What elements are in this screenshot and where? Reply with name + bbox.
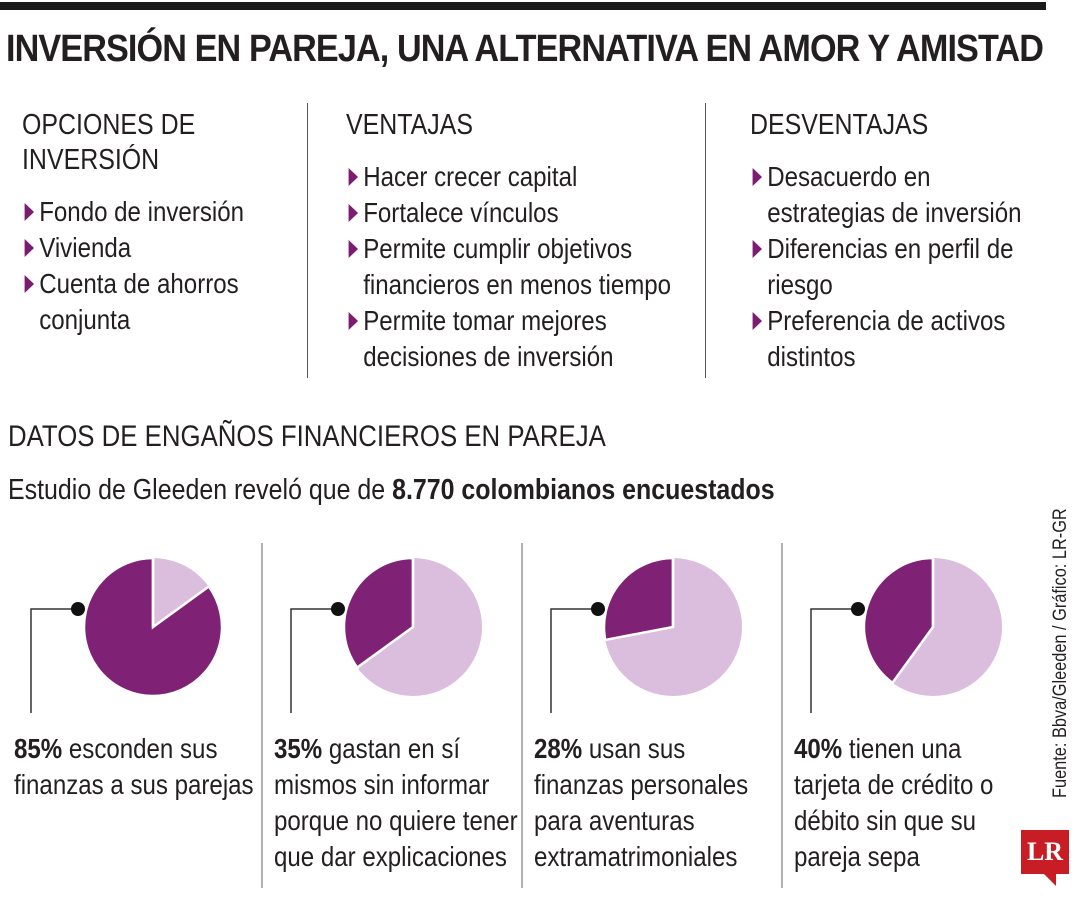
pie-slice-value xyxy=(342,556,415,670)
pie-caption-line: débito sin que su xyxy=(794,805,977,836)
callout-line xyxy=(30,608,78,713)
column-heading: DESVENTAJAS xyxy=(750,108,1022,143)
pie-caption: 35% gastan en sí mismos sin informar porqu… xyxy=(274,731,518,875)
pie-chart xyxy=(810,556,1002,713)
column-divider xyxy=(705,103,706,378)
pie-chart xyxy=(550,556,742,713)
list-item: Desacuerdo en estrategias de inversión xyxy=(750,159,1022,231)
list-item-line: riesgo xyxy=(767,269,833,300)
pie-caption-text: esconden sus xyxy=(62,733,218,764)
list-item-line: Diferencias en perfil de xyxy=(767,233,1014,264)
disadvantages-column: DESVENTAJAS Desacuerdo en estrategias de i… xyxy=(750,108,1066,375)
pie-caption-line: porque no quiere tener xyxy=(274,805,518,836)
pie-caption-line: finanzas a sus parejas xyxy=(14,769,254,800)
bullet-arrow-icon xyxy=(752,240,763,258)
column-heading: OPCIONES DE INVERSIÓN xyxy=(22,108,244,178)
investment-options-column: OPCIONES DE INVERSIÓN Fondo de inversión Vi… xyxy=(22,108,280,338)
pie-caption-line: tarjeta de crédito o xyxy=(794,769,994,800)
column-heading-line: DESVENTAJAS xyxy=(750,109,929,141)
list-item: Fondo de inversión xyxy=(22,194,244,230)
bullet-arrow-icon xyxy=(752,168,763,186)
pie-caption-line: 40% tienen una xyxy=(794,731,993,767)
pie-chart xyxy=(30,556,224,713)
pie-caption-line: finanzas personales xyxy=(534,769,749,800)
list-item: Preferencia de activos distintos xyxy=(750,303,1022,375)
list-item: Fortalece vínculos xyxy=(346,195,671,231)
pie-caption-line: 85% esconden sus xyxy=(14,731,254,767)
lr-logo: LR xyxy=(1021,830,1069,874)
list-item: Permite cumplir objetivos financieros en … xyxy=(346,231,671,303)
callout-dot xyxy=(851,602,865,616)
list-item-line: Fortalece vínculos xyxy=(363,197,559,228)
list-item-line: decisiones de inversión xyxy=(363,341,614,372)
column-heading-line: OPCIONES DE xyxy=(22,109,196,141)
pie-value-label: 35% xyxy=(274,733,323,764)
callout-dot xyxy=(71,602,85,616)
list-item-line: Hacer crecer capital xyxy=(363,161,578,192)
source-credit: Fuente: Bbva/Gleeden / Gráfico: LR-GR xyxy=(1050,508,1071,798)
list-item: Vivienda xyxy=(22,230,244,266)
bullet-arrow-icon xyxy=(348,240,359,258)
list-item-line: Vivienda xyxy=(39,232,132,263)
pie-caption-line: extramatrimoniales xyxy=(534,841,738,872)
section-subtitle: DATOS DE ENGAÑOS FINANCIEROS EN PAREJA xyxy=(8,420,606,453)
list-item-line: Desacuerdo en xyxy=(767,161,931,192)
advantages-column: VENTAJAS Hacer crecer capital Fortalece ví… xyxy=(346,108,724,375)
bullet-arrow-icon xyxy=(348,204,359,222)
column-divider xyxy=(307,103,308,378)
callout-dot xyxy=(591,602,605,616)
list-item-line: Permite cumplir objetivos xyxy=(363,233,633,264)
list-item-line: Preferencia de activos xyxy=(767,305,1006,336)
pie-caption-line: 28% usan sus xyxy=(534,731,748,767)
pie-caption: 28% usan sus finanzas personales para aven… xyxy=(534,731,748,875)
pie-caption-text: usan sus xyxy=(582,733,686,764)
list-item: Diferencias en perfil de riesgo xyxy=(750,231,1022,303)
list-item: Hacer crecer capital xyxy=(346,159,671,195)
bullet-arrow-icon xyxy=(24,239,35,257)
list-item: Cuenta de ahorros conjunta xyxy=(22,266,244,338)
logo-tail-shape xyxy=(1044,874,1056,886)
pie-caption: 85% esconden sus finanzas a sus parejas xyxy=(14,731,254,803)
list-item-line: Permite tomar mejores xyxy=(363,305,607,336)
bullet-arrow-icon xyxy=(24,203,35,221)
list-item-line: conjunta xyxy=(39,304,131,335)
pie-caption-line: pareja sepa xyxy=(794,841,920,872)
callout-dot xyxy=(331,602,345,616)
column-heading: VENTAJAS xyxy=(346,108,671,143)
pie-slice-value xyxy=(602,556,675,642)
callout-line xyxy=(810,608,858,713)
column-heading-line: INVERSIÓN xyxy=(22,144,160,176)
page-title: INVERSIÓN EN PAREJA, UNA ALTERNATIVA EN … xyxy=(6,28,1044,70)
bullet-arrow-icon xyxy=(348,312,359,330)
column-heading-line: VENTAJAS xyxy=(346,109,474,141)
pie-slice-value xyxy=(862,556,935,685)
intro-text: Estudio de Gleeden reveló que de xyxy=(8,474,393,506)
intro-bold: 8.770 colombianos encuestados xyxy=(392,474,775,506)
pie-caption-line: que dar explicaciones xyxy=(274,841,507,872)
pie-caption-text: gastan en sí xyxy=(322,733,461,764)
list-item-line: financieros en menos tiempo xyxy=(363,269,672,300)
pie-value-label: 28% xyxy=(534,733,583,764)
callout-line xyxy=(550,608,598,713)
list-item-line: Cuenta de ahorros xyxy=(39,268,239,299)
list-item-line: estrategias de inversión xyxy=(767,197,1022,228)
survey-intro: Estudio de Gleeden reveló que de 8.770 c… xyxy=(8,474,775,507)
pie-chart xyxy=(290,556,482,713)
pie-caption-text: tienen una xyxy=(842,733,962,764)
pie-caption-line: para aventuras xyxy=(534,805,695,836)
list-item-line: Fondo de inversión xyxy=(39,196,245,227)
list-item-line: distintos xyxy=(767,341,856,372)
top-rule xyxy=(0,2,1046,10)
bullet-arrow-icon xyxy=(348,168,359,186)
list-item: Permite tomar mejores decisiones de inver… xyxy=(346,303,671,375)
pie-caption-line: mismos sin informar xyxy=(274,769,490,800)
pie-caption: 40% tienen una tarjeta de crédito o débito… xyxy=(794,731,993,875)
bullet-arrow-icon xyxy=(24,275,35,293)
pie-caption-line: 35% gastan en sí xyxy=(274,731,518,767)
pie-value-label: 40% xyxy=(794,733,843,764)
bullet-arrow-icon xyxy=(752,312,763,330)
pie-value-label: 85% xyxy=(14,733,63,764)
callout-line xyxy=(290,608,338,713)
